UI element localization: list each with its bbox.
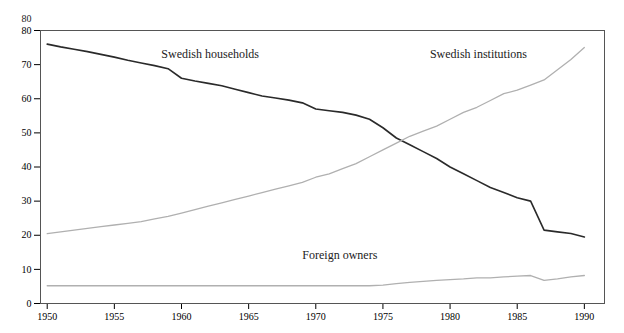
svg-text:1975: 1975 bbox=[373, 311, 393, 322]
svg-text:Swedish institutions: Swedish institutions bbox=[430, 47, 527, 61]
svg-text:80: 80 bbox=[22, 13, 32, 24]
svg-text:80: 80 bbox=[22, 25, 32, 36]
svg-text:Swedish households: Swedish households bbox=[161, 47, 259, 61]
svg-text:50: 50 bbox=[22, 127, 32, 138]
svg-text:60: 60 bbox=[22, 93, 32, 104]
svg-text:30: 30 bbox=[22, 195, 32, 206]
svg-text:1950: 1950 bbox=[37, 311, 57, 322]
svg-text:20: 20 bbox=[22, 229, 32, 240]
svg-text:70: 70 bbox=[22, 59, 32, 70]
svg-text:1980: 1980 bbox=[440, 311, 460, 322]
svg-text:40: 40 bbox=[22, 161, 32, 172]
svg-text:Foreign owners: Foreign owners bbox=[302, 248, 377, 262]
svg-text:1965: 1965 bbox=[239, 311, 259, 322]
svg-text:1985: 1985 bbox=[507, 311, 527, 322]
svg-text:1960: 1960 bbox=[172, 311, 192, 322]
svg-text:0: 0 bbox=[27, 298, 32, 309]
svg-text:1970: 1970 bbox=[306, 311, 326, 322]
svg-text:1955: 1955 bbox=[104, 311, 124, 322]
svg-text:10: 10 bbox=[22, 264, 32, 275]
svg-text:1990: 1990 bbox=[574, 311, 594, 322]
